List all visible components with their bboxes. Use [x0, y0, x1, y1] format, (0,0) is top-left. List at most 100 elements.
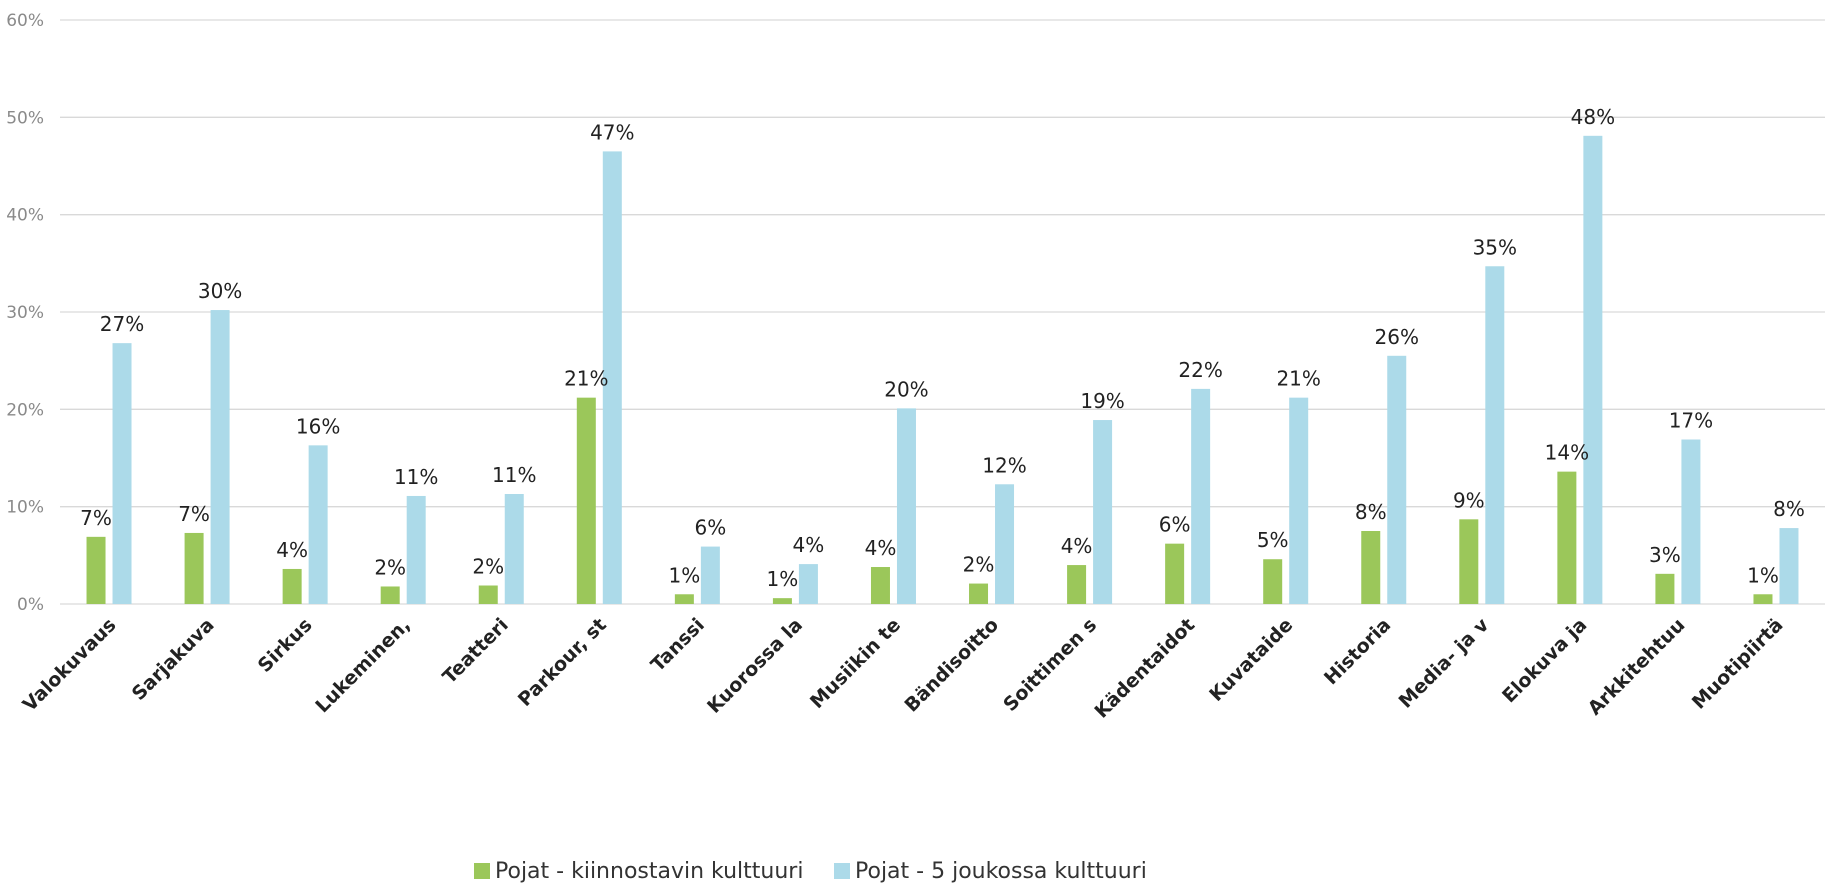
bar-kiinnostavin	[1459, 519, 1479, 604]
data-label: 1%	[1747, 563, 1779, 587]
bar-kiinnostavin	[969, 583, 989, 604]
category-label: Lukeminen,	[311, 614, 414, 717]
category-label: Kädentaidot	[1090, 614, 1199, 723]
data-label: 7%	[178, 502, 210, 526]
data-label: 21%	[564, 367, 608, 391]
category-label: Historia	[1320, 614, 1395, 689]
category-label: Musiikin te	[806, 614, 905, 713]
data-label: 2%	[472, 555, 504, 579]
bar-kiinnostavin	[1263, 559, 1283, 604]
data-label: 6%	[694, 516, 726, 540]
bar-kiinnostavin	[184, 532, 204, 604]
gridlines	[60, 19, 1825, 605]
data-label: 12%	[982, 453, 1026, 477]
data-label: 22%	[1178, 358, 1222, 382]
bar-joukossa	[210, 310, 230, 604]
data-label: 48%	[1571, 105, 1615, 129]
bar-joukossa	[504, 494, 524, 604]
bars	[86, 135, 1799, 604]
data-label: 26%	[1375, 325, 1419, 349]
bar-joukossa	[1779, 528, 1799, 604]
bar-kiinnostavin	[380, 586, 400, 604]
bar-joukossa	[406, 495, 426, 604]
bar-kiinnostavin	[1753, 594, 1773, 604]
category-label: Tanssi	[647, 614, 709, 676]
data-label: 9%	[1453, 488, 1485, 512]
bar-joukossa	[1289, 397, 1309, 604]
legend-label-series-2: Pojat - 5 joukossa kulttuuri	[855, 859, 1147, 884]
bar-joukossa	[1093, 420, 1113, 604]
bar-kiinnostavin	[86, 536, 106, 604]
bar-kiinnostavin	[576, 397, 596, 604]
legend-label-series-1: Pojat - kiinnostavin kulttuuri	[495, 859, 803, 884]
bar-joukossa	[112, 343, 132, 604]
data-label: 16%	[296, 414, 340, 438]
bar-kiinnostavin	[1655, 573, 1675, 604]
data-label: 11%	[492, 463, 536, 487]
data-label: 8%	[1355, 500, 1387, 524]
category-label: Media- ja v	[1395, 614, 1494, 713]
data-label: 20%	[884, 377, 928, 401]
bar-kiinnostavin	[1067, 565, 1087, 604]
data-label: 8%	[1773, 497, 1805, 521]
category-label: Soittimen s	[999, 614, 1101, 716]
data-labels: 7% 27% 7% 30% 4% 16% 2% 11% 2% 11% 21% 47% 1% 6% 1% 4% 4…	[80, 105, 1805, 591]
data-label: 4%	[276, 538, 308, 562]
y-tick-label: 50%	[6, 108, 44, 128]
y-tick-label: 0%	[17, 595, 44, 615]
data-label: 19%	[1080, 389, 1124, 413]
data-label: 35%	[1473, 235, 1517, 259]
y-tick-label: 40%	[6, 206, 44, 226]
bar-joukossa	[602, 151, 622, 604]
legend: Pojat - kiinnostavin kulttuuri Pojat - 5…	[474, 859, 1147, 884]
data-label: 6%	[1159, 513, 1191, 537]
bar-joukossa	[1583, 135, 1603, 604]
bar-joukossa	[308, 445, 328, 604]
category-label: Arkkitehtuu	[1584, 614, 1690, 720]
y-tick-label: 20%	[6, 400, 44, 420]
bar-kiinnostavin	[478, 585, 498, 604]
data-label: 7%	[80, 506, 112, 530]
category-label: Elokuva ja	[1498, 614, 1591, 707]
legend-swatch-series-2	[834, 863, 850, 879]
data-label: 1%	[668, 563, 700, 587]
bar-joukossa	[700, 546, 720, 604]
data-label: 2%	[963, 553, 995, 577]
category-label: Bändisoitto	[900, 614, 1003, 717]
y-axis-ticks: 0% 10% 20% 30% 40% 50% 60%	[6, 11, 44, 615]
category-label: Kuvataide	[1205, 614, 1297, 706]
category-label: Valokuvaus	[19, 614, 121, 716]
data-label: 14%	[1545, 441, 1589, 465]
data-label: 3%	[1649, 543, 1681, 567]
y-tick-label: 60%	[6, 11, 44, 31]
bar-joukossa	[1387, 355, 1407, 604]
bar-kiinnostavin	[1361, 531, 1381, 604]
category-label: Parkour, st	[514, 614, 611, 711]
bar-kiinnostavin	[870, 567, 890, 604]
bar-joukossa	[1191, 388, 1211, 604]
data-label: 11%	[394, 465, 438, 489]
bar-kiinnostavin	[772, 598, 792, 604]
data-label: 4%	[793, 533, 825, 557]
bar-joukossa	[1485, 266, 1505, 604]
y-tick-label: 10%	[6, 498, 44, 518]
bar-joukossa	[798, 564, 818, 604]
data-label: 4%	[865, 536, 897, 560]
data-label: 4%	[1061, 534, 1093, 558]
bar-kiinnostavin	[1165, 543, 1185, 604]
data-label: 30%	[198, 279, 242, 303]
category-label: Kuorossa la	[703, 614, 807, 718]
bar-joukossa	[995, 484, 1015, 604]
bar-kiinnostavin	[674, 594, 694, 604]
data-label: 5%	[1257, 528, 1289, 552]
data-label: 2%	[374, 555, 406, 579]
category-label: Sarjakuva	[128, 614, 219, 705]
data-label: 21%	[1276, 367, 1320, 391]
category-label: Sirkus	[254, 614, 317, 677]
data-label: 1%	[767, 567, 799, 591]
category-label: Teatteri	[438, 614, 512, 688]
legend-swatch-series-1	[474, 863, 490, 879]
bar-joukossa	[1681, 439, 1701, 604]
